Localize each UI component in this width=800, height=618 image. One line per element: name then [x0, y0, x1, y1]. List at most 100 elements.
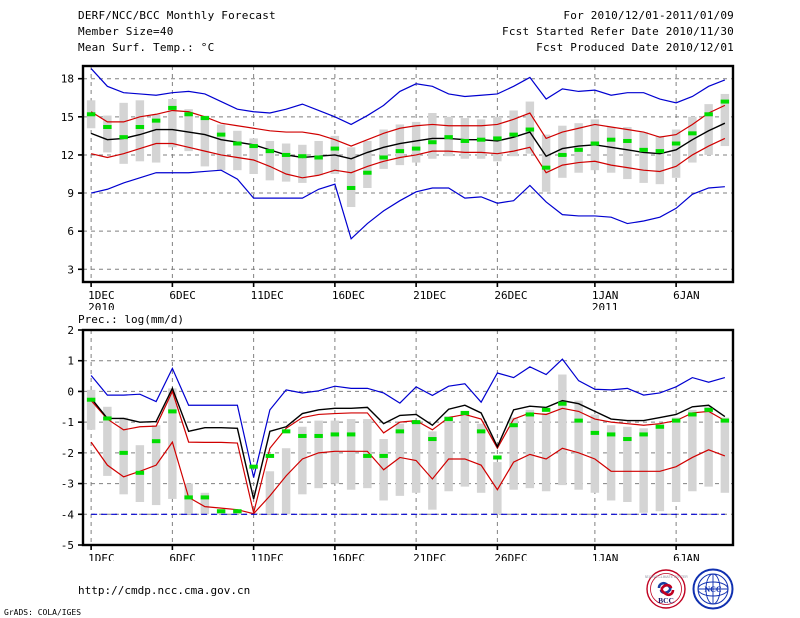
- observed-marker: [314, 433, 323, 438]
- observed-marker: [639, 432, 648, 437]
- ensemble-spread-bar: [184, 109, 193, 152]
- ensemble-spread-bar: [558, 125, 567, 178]
- ensemble-spread-bar: [298, 426, 307, 495]
- cmdp-url-link[interactable]: http://cmdp.ncc.cma.gov.cn: [78, 584, 251, 597]
- ensemble-spread-bar: [541, 134, 551, 192]
- observed-marker: [671, 418, 681, 423]
- ensemble-spread-bar: [623, 126, 632, 180]
- observed-marker: [330, 146, 340, 151]
- ensemble-spread-bar: [623, 426, 632, 502]
- ensemble-spread-bar: [298, 144, 307, 183]
- ensemble-spread-bar: [525, 409, 535, 489]
- observed-marker: [103, 416, 112, 421]
- observed-marker: [233, 509, 242, 514]
- observed-marker: [541, 407, 551, 412]
- ensemble-spread-bar: [444, 416, 453, 492]
- ensemble-spread-bar: [509, 417, 518, 490]
- ensemble-spread-bar: [395, 124, 405, 166]
- observed-marker: [493, 455, 502, 460]
- observed-marker: [655, 149, 665, 154]
- ensemble-spread-bar: [216, 512, 226, 515]
- observed-marker: [606, 137, 616, 142]
- observed-marker: [720, 99, 730, 104]
- observed-marker: [265, 149, 275, 154]
- precipitation-axis-title: Prec.: log(mm/d): [78, 313, 184, 326]
- ensemble-spread-bar: [720, 93, 730, 147]
- plot-background: [83, 330, 733, 545]
- observed-marker: [558, 152, 567, 157]
- observed-marker: [541, 165, 551, 170]
- y-axis-tick-label: -5: [61, 539, 74, 552]
- observed-marker: [151, 118, 161, 123]
- ensemble-spread-bar: [233, 130, 242, 171]
- ensemble-spread-bar: [119, 417, 128, 495]
- ensemble-spread-bar: [574, 400, 583, 490]
- svg-text:NCC: NCC: [704, 585, 722, 594]
- observed-marker: [168, 105, 177, 110]
- observed-marker: [265, 453, 275, 458]
- y-axis-tick-label: 9: [67, 187, 74, 200]
- observed-marker: [363, 170, 372, 175]
- ensemble-spread-bar: [655, 423, 665, 512]
- ensemble-spread-bar: [330, 420, 340, 484]
- plot-background: [83, 66, 733, 282]
- y-axis-tick-label: -2: [61, 447, 74, 460]
- observed-marker: [119, 135, 128, 140]
- series-line-q3: [90, 104, 726, 147]
- observed-marker: [476, 429, 486, 434]
- bcc-logo-icon: BCC BEIJING CLIMATE CENTER: [645, 569, 688, 609]
- ensemble-spread-bar: [216, 124, 226, 171]
- x-axis-tick-label: 6JAN: [673, 289, 700, 302]
- ensemble-spread-bar: [200, 115, 210, 167]
- temperature-unit-label: Mean Surf. Temp.: °C: [78, 41, 215, 54]
- series-line-min: [90, 169, 725, 240]
- observed-marker: [103, 124, 112, 129]
- x-axis-tick-label: 6DEC: [169, 289, 196, 302]
- ensemble-spread-bar: [86, 389, 96, 430]
- x-axis-tick-label: 21DEC: [413, 552, 446, 561]
- observed-marker: [86, 112, 96, 117]
- y-axis-tick-label: 1: [67, 355, 74, 368]
- series-line-mean: [90, 386, 726, 500]
- observed-marker: [298, 154, 307, 159]
- y-axis-tick-label: 0: [67, 385, 74, 398]
- observed-marker: [590, 430, 600, 435]
- observed-marker: [395, 429, 405, 434]
- x-axis-tick-label: 11DEC: [251, 289, 284, 302]
- observed-marker: [428, 437, 437, 442]
- agency-logos: BCC BEIJING CLIMATE CENTER NCC: [645, 568, 735, 610]
- y-axis-tick-label: -4: [61, 508, 75, 521]
- ensemble-spread-bar: [688, 409, 697, 492]
- observed-marker: [395, 149, 405, 154]
- observed-marker: [249, 464, 258, 469]
- forecast-period-label: For 2010/12/01-2011/01/09: [563, 9, 734, 22]
- ensemble-spread-bar: [428, 431, 437, 510]
- ensemble-spread-bar: [720, 417, 730, 493]
- ensemble-spread-bar: [168, 99, 177, 148]
- x-axis-tick-label: 6DEC: [169, 552, 196, 561]
- observed-marker: [298, 433, 307, 438]
- y-axis-tick-label: 3: [67, 263, 74, 276]
- svg-text:BEIJING CLIMATE CENTER: BEIJING CLIMATE CENTER: [645, 575, 688, 579]
- member-size-label: Member Size=40: [78, 25, 174, 38]
- observed-marker: [363, 453, 372, 458]
- ensemble-spread-bar: [346, 147, 356, 208]
- y-axis-tick-label: 15: [61, 111, 74, 124]
- ensemble-spread-bar: [606, 126, 616, 173]
- observed-marker: [281, 152, 291, 157]
- ensemble-spread-bar: [704, 406, 713, 487]
- ensemble-spread-bar: [281, 143, 291, 182]
- ensemble-spread-bar: [606, 425, 616, 501]
- observed-marker: [314, 155, 323, 160]
- observed-marker: [379, 155, 388, 160]
- ensemble-spread-bar: [655, 135, 665, 185]
- observed-marker: [428, 140, 437, 145]
- observed-marker: [623, 138, 632, 143]
- observed-marker: [200, 495, 210, 500]
- ensemble-spread-bar: [476, 423, 486, 493]
- ensemble-spread-bar: [233, 512, 242, 515]
- ensemble-spread-bar: [314, 420, 323, 489]
- observed-marker: [330, 432, 340, 437]
- observed-marker: [379, 453, 388, 458]
